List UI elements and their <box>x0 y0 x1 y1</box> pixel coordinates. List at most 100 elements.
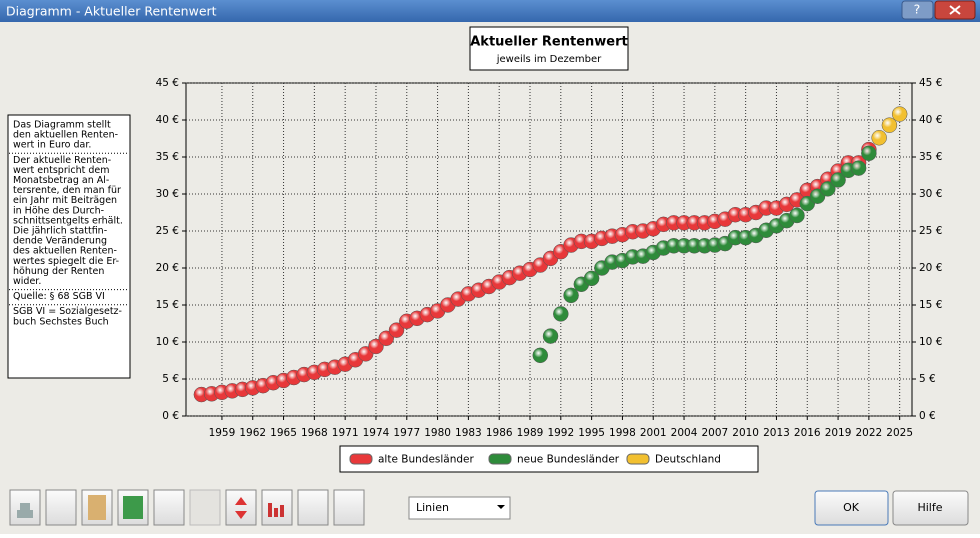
legend-label: alte Bundesländer <box>378 454 475 466</box>
x-tick-label: 1998 <box>609 427 636 439</box>
close-icon <box>949 5 961 15</box>
data-point <box>532 347 549 364</box>
log-button[interactable] <box>297 489 329 526</box>
help-text-button[interactable] <box>892 490 969 526</box>
y-tick-label: 10 € <box>156 336 179 348</box>
data-point <box>553 306 569 322</box>
copy-icon <box>88 495 106 520</box>
x-tick-label: 2025 <box>886 427 913 439</box>
style-dropdown[interactable] <box>408 496 511 520</box>
y2-tick-label: 15 € <box>919 299 942 311</box>
data-point <box>861 145 877 162</box>
window-title: Diagramm - Aktueller Rentenwert <box>6 4 217 19</box>
note-line: in Höhe des Durch- <box>13 205 104 216</box>
chart-title: Aktueller Rentenwert <box>470 35 627 50</box>
ok-label: OK <box>843 501 860 514</box>
chart-title-box <box>469 26 629 71</box>
x-tick-label: 1977 <box>393 427 420 439</box>
help-button-label: ? <box>914 2 921 17</box>
notes-box <box>7 114 131 379</box>
data-point <box>368 338 384 355</box>
chart-button[interactable] <box>261 489 293 526</box>
help-button[interactable] <box>901 0 934 20</box>
x-tick-label: 1968 <box>301 427 328 439</box>
data-point <box>583 270 600 287</box>
note-line: den aktuellen Renten- <box>13 130 118 141</box>
data-point <box>881 117 898 133</box>
chart-subtitle: jeweils im Dezember <box>496 54 602 65</box>
y-tick-label: 35 € <box>156 151 179 163</box>
data-point <box>850 160 867 176</box>
y-tick-label: 40 € <box>156 114 179 126</box>
x-tick-label: 1989 <box>517 427 544 439</box>
x-tick-label: 2022 <box>856 427 883 439</box>
x-tick-label: 1971 <box>332 427 359 439</box>
x-tick-label: 2019 <box>825 427 852 439</box>
help-label: Hilfe <box>917 501 942 514</box>
data-point <box>820 181 836 197</box>
note-line: ein Jahr mit Beiträgen <box>13 195 117 206</box>
legend-label: neue Bundesländer <box>517 454 620 466</box>
note-line: SGB VI = Sozialgesetz- <box>13 306 122 317</box>
y2-tick-label: 0 € <box>919 410 936 422</box>
note-line: schnittsentgelts erhält. <box>13 215 123 226</box>
y-tick-label: 45 € <box>156 77 179 89</box>
data-point <box>830 172 846 188</box>
note-line: des aktuellen Renten- <box>13 246 117 257</box>
plot: 0 € 0 € 5 € 5 € 10 € 10 € 15 € 15 € 20 € 20 € 25 €… <box>156 77 943 439</box>
y-tick-label: 30 € <box>156 188 179 200</box>
y2-tick-label: 40 € <box>919 114 942 126</box>
x-tick-label: 1983 <box>455 427 482 439</box>
y2-tick-label: 25 € <box>919 225 942 237</box>
legend-swatch <box>488 453 512 465</box>
y2-tick-label: 45 € <box>919 77 942 89</box>
toolbar <box>9 489 365 526</box>
y-tick-label: 20 € <box>156 262 179 274</box>
title-bar <box>0 0 980 22</box>
y-tick-label: 15 € <box>156 299 179 311</box>
y2-tick-label: 30 € <box>919 188 942 200</box>
note-line: Der aktuelle Renten- <box>13 155 111 166</box>
note-line: wertes spiegelt die Er- <box>13 256 119 267</box>
zoom-button[interactable] <box>225 489 257 526</box>
plot-area <box>185 82 913 417</box>
dropdown-arrow <box>497 505 505 509</box>
x-tick-label: 1980 <box>424 427 451 439</box>
data-point <box>871 130 887 146</box>
info-button[interactable] <box>333 489 365 526</box>
x-tick-label: 1995 <box>578 427 605 439</box>
calc-button[interactable] <box>153 489 185 526</box>
y2-tick-label: 20 € <box>919 262 942 274</box>
x-tick-label: 2001 <box>640 427 667 439</box>
ok-button[interactable] <box>814 490 889 526</box>
y-tick-label: 0 € <box>162 410 179 422</box>
export-button[interactable] <box>45 489 77 526</box>
y-tick-label: 25 € <box>156 225 179 237</box>
style-dropdown-value: Linien <box>416 501 449 514</box>
x-tick-label: 1992 <box>547 427 574 439</box>
note-line: höhung der Renten <box>13 266 104 277</box>
x-tick-label: 2007 <box>701 427 728 439</box>
x-tick-label: 2004 <box>671 427 698 439</box>
data-point <box>378 330 394 347</box>
x-tick-label: 2013 <box>763 427 790 439</box>
disabled-button <box>189 489 221 526</box>
legend-items: alte Bundesländer neue Bundesländer Deutsc… <box>349 453 721 466</box>
x-tick-label: 2016 <box>794 427 821 439</box>
legend-label: Deutschland <box>655 454 721 466</box>
x-tick-label: 2010 <box>732 427 759 439</box>
note-line: buch Sechstes Buch <box>13 316 109 327</box>
note-line: wider. <box>13 276 41 287</box>
x-tick-label: 1986 <box>486 427 513 439</box>
legend-swatch <box>626 453 650 465</box>
x-tick-label: 1962 <box>239 427 266 439</box>
data-point <box>388 322 405 338</box>
note-line: wert in Euro dar. <box>13 140 91 151</box>
y-tick-label: 5 € <box>162 373 179 385</box>
data-point <box>891 106 908 122</box>
note-line: dende Veränderung <box>13 236 107 247</box>
y2-tick-label: 35 € <box>919 151 942 163</box>
data-point <box>789 207 805 224</box>
